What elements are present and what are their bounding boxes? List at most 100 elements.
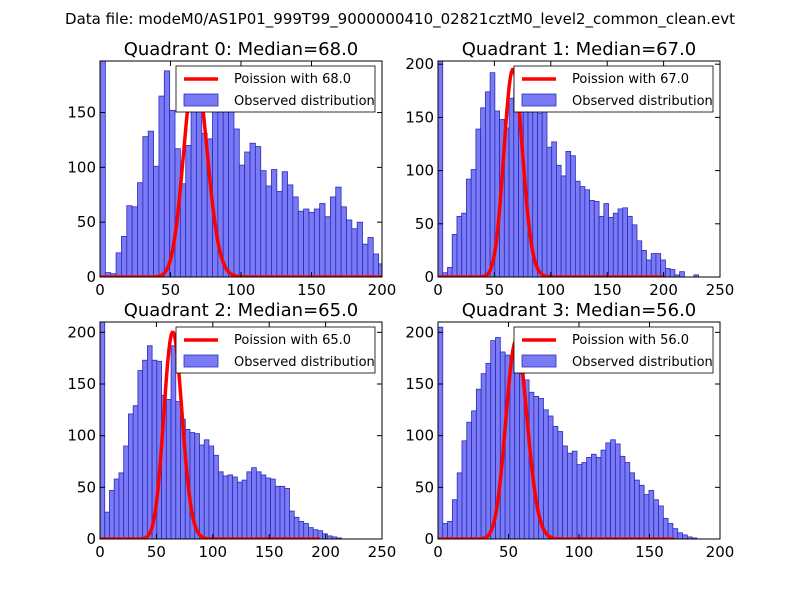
histogram-bar: [646, 259, 652, 277]
histogram-bar: [175, 401, 181, 539]
histogram-bar: [255, 471, 262, 539]
histogram-bar: [581, 462, 588, 539]
histogram-bar: [233, 128, 240, 277]
histogram-bar: [619, 455, 626, 539]
histogram-bar: [128, 413, 134, 539]
x-tick-label: 200: [311, 543, 340, 561]
histogram-bar: [142, 359, 148, 539]
panel-3: 0 50 100 150 200 0 50 100 150 200 Quadrant 3: Medi…: [405, 300, 734, 561]
histogram-bar: [329, 196, 337, 277]
y-tick-label: 50: [415, 215, 434, 233]
histogram-bar: [165, 399, 172, 539]
x-tick-label: 200: [649, 281, 678, 299]
histogram-bar: [475, 388, 482, 539]
histogram-bar: [484, 91, 491, 277]
histogram-bar: [132, 405, 139, 539]
legend-poisson-label: Poission with 65.0: [234, 333, 351, 348]
histogram-bar: [126, 205, 133, 277]
y-tick-label: 0: [424, 268, 434, 286]
x-tick-label: 50: [161, 281, 180, 299]
panel-title: Quadrant 3: Median=56.0: [462, 300, 697, 321]
histogram-bar: [146, 345, 153, 539]
y-tick-label: 150: [67, 104, 96, 122]
histogram-bar: [297, 210, 305, 277]
panel-0: 0 50 100 150 200 0 50 100 150 Quadrant 0: Median=…: [67, 39, 396, 299]
histogram-bar: [610, 439, 616, 539]
histogram-bar: [600, 449, 607, 539]
histogram-bar: [137, 182, 144, 277]
histogram-bar: [293, 516, 300, 539]
x-tick-label: 250: [368, 543, 397, 561]
legend-observed-label: Observed distribution: [234, 355, 375, 370]
histogram-bar: [241, 479, 248, 539]
x-tick-label: 0: [95, 543, 105, 561]
x-tick-label: 0: [433, 281, 443, 299]
histogram-bar: [265, 185, 272, 277]
histogram-bar: [451, 234, 458, 277]
panel-title: Quadrant 2: Median=65.0: [124, 300, 359, 321]
panel-title: Quadrant 1: Median=67.0: [462, 39, 697, 60]
histogram-bar: [669, 269, 676, 277]
histogram-bar: [466, 178, 472, 277]
x-tick-label: 150: [593, 281, 622, 299]
histogram-bar: [308, 211, 315, 277]
histogram-bar: [254, 146, 262, 277]
legend-poisson-label: Poission with 68.0: [234, 72, 351, 87]
y-tick-label: 0: [424, 530, 434, 548]
panel-title: Quadrant 0: Median=68.0: [124, 39, 359, 60]
histogram-bar: [589, 199, 595, 277]
histogram-bar: [447, 521, 453, 539]
histogram-bar: [218, 471, 224, 539]
y-tick-label: 100: [67, 427, 96, 445]
legend-poisson-label: Poission with 67.0: [572, 72, 689, 87]
histogram-bar: [547, 415, 554, 539]
histogram-bar: [598, 215, 605, 277]
histogram-bar: [367, 237, 374, 277]
histogram-bar: [612, 212, 619, 277]
histogram-bar: [232, 476, 238, 539]
y-tick-label: 100: [405, 162, 434, 180]
histogram-bar: [662, 517, 669, 539]
histogram-bar: [631, 224, 638, 277]
x-tick-label: 100: [198, 543, 227, 561]
histogram-bar: [228, 96, 235, 277]
histogram-bar: [655, 253, 662, 277]
histogram-bar: [372, 253, 380, 277]
figure-suptitle: Data file: modeM0/AS1P01_999T99_90000004…: [65, 10, 735, 29]
histogram-bar: [641, 249, 647, 277]
histogram-bar: [251, 467, 257, 539]
histogram-bar: [551, 141, 557, 277]
histogram-bar: [142, 136, 149, 277]
histogram-bar: [279, 485, 286, 539]
histogram-bar: [660, 259, 666, 277]
y-tick-label: 150: [67, 375, 96, 393]
histogram-bar: [335, 186, 342, 277]
histogram-bar: [514, 360, 520, 539]
y-tick-label: 150: [405, 375, 434, 393]
histogram-bar: [571, 450, 578, 539]
histogram-bar: [574, 180, 581, 277]
y-tick-label: 150: [405, 108, 434, 126]
histogram-bar: [537, 112, 543, 277]
x-tick-label: 100: [227, 281, 256, 299]
histogram-bar: [595, 456, 602, 539]
histogram-bar: [378, 263, 382, 277]
y-tick-label: 50: [77, 478, 96, 496]
histogram-bar: [576, 464, 583, 539]
histogram-bar: [593, 201, 600, 277]
x-tick-label: 100: [565, 543, 594, 561]
histogram-bar: [677, 532, 683, 539]
histogram-bar: [303, 208, 310, 277]
legend-bar-swatch: [521, 354, 557, 368]
histogram-bar: [508, 97, 515, 277]
histogram-bar: [170, 345, 177, 539]
histogram-bar: [196, 85, 203, 277]
histogram-bar: [643, 494, 650, 539]
y-tick-label: 0: [86, 530, 96, 548]
histogram-bar: [340, 206, 347, 277]
histogram-bar: [466, 421, 472, 539]
axes-frame: [99, 321, 383, 540]
histogram-bar: [629, 472, 635, 539]
histogram-bar: [123, 445, 129, 539]
histogram-bar: [346, 219, 353, 277]
